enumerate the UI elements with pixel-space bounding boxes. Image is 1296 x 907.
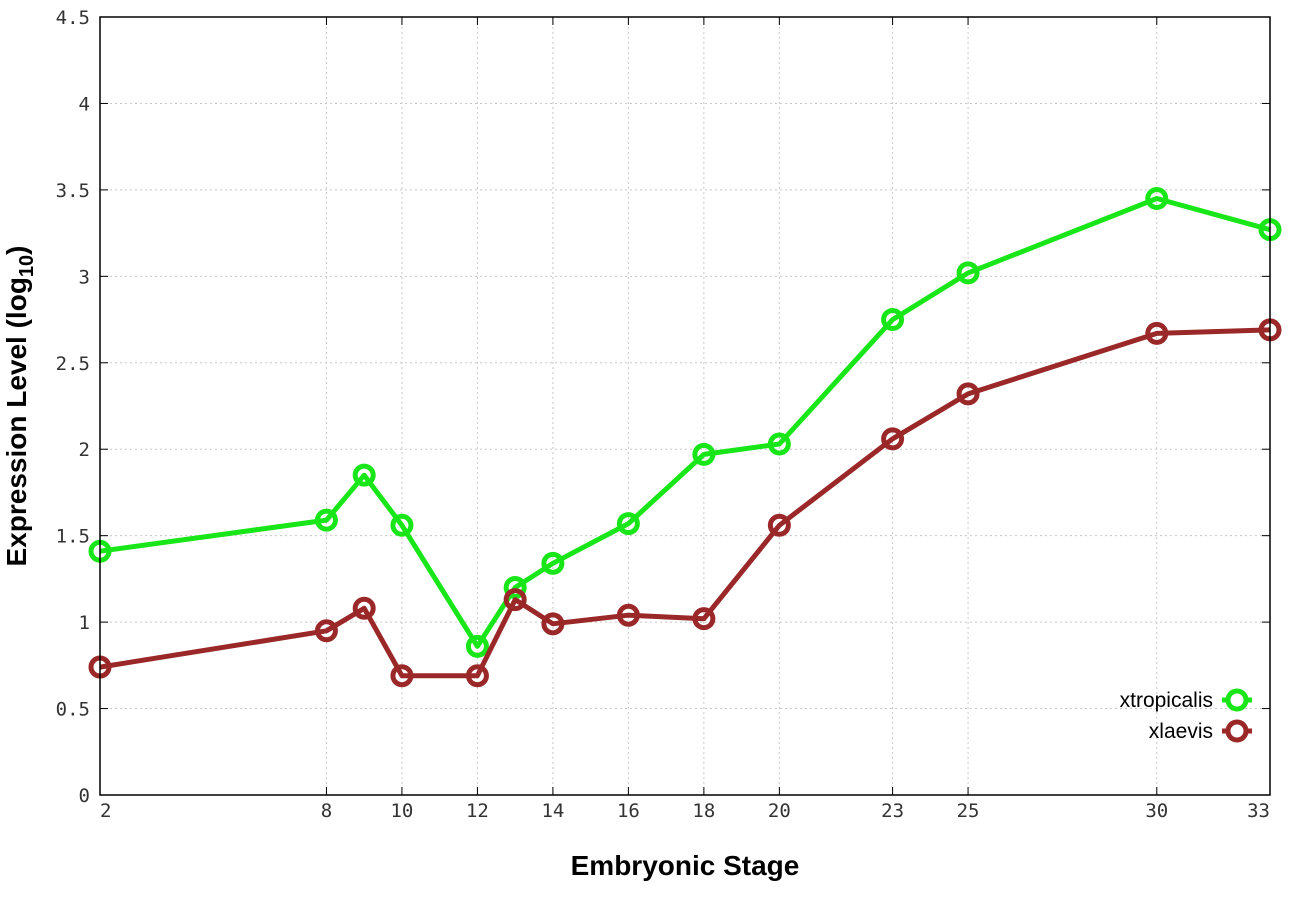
y-tick-label: 0.5: [56, 699, 90, 721]
data-point-xtropicalis: [390, 513, 414, 537]
data-point-xlaevis: [314, 619, 338, 643]
series-line-xtropicalis: [99, 196, 1271, 649]
x-tick-label: 30: [1145, 800, 1168, 822]
legend-marker-xlaevis: [1225, 719, 1249, 743]
y-tick-label: 4: [79, 93, 90, 115]
legend-label-xlaevis: xlaevis: [1149, 720, 1213, 743]
x-tick-label: 2: [100, 800, 111, 822]
x-tick-label: 33: [1247, 800, 1270, 822]
y-tick-label: 1: [79, 612, 90, 634]
x-tick-label: 10: [390, 800, 413, 822]
y-tick-label: 2.5: [56, 353, 90, 375]
data-point-xtropicalis: [616, 512, 640, 536]
y-tick-label: 4.5: [56, 7, 90, 29]
x-tick-label: 14: [541, 800, 564, 822]
y-axis-title-end: ): [1, 246, 32, 255]
data-point-xlaevis: [881, 427, 905, 451]
data-point-xtropicalis: [503, 576, 527, 600]
data-point-xlaevis: [352, 596, 376, 620]
data-point-xlaevis: [616, 603, 640, 627]
x-axis-title: Embryonic Stage: [571, 850, 800, 881]
data-point-xtropicalis: [465, 634, 489, 658]
legend-marker-xtropicalis: [1225, 688, 1249, 712]
y-axis-title-main: Expression Level (log: [1, 277, 32, 566]
data-point-xlaevis: [541, 612, 565, 636]
y-axis-title: Expression Level (log10): [1, 246, 38, 567]
data-point-xlaevis: [503, 588, 527, 612]
data-point-xtropicalis: [956, 261, 980, 285]
y-tick-label: 3.5: [56, 180, 90, 202]
data-point-xlaevis: [692, 607, 716, 631]
x-tick-label: 12: [466, 800, 489, 822]
y-axis-ticks: 0 0.5 1 1.5 2 2.5 3 3.5 4 4.5: [56, 7, 1270, 807]
data-point-xlaevis: [956, 382, 980, 406]
x-tick-label: 23: [881, 800, 904, 822]
series-line-xlaevis: [99, 327, 1271, 679]
legend-label-xtropicalis: xtropicalis: [1120, 689, 1213, 712]
data-point-xlaevis: [767, 513, 791, 537]
data-point-xtropicalis: [692, 442, 716, 466]
data-point-xtropicalis: [881, 308, 905, 332]
data-point-xtropicalis: [352, 463, 376, 487]
x-axis-ticks: 2 8 10 12 14 16 18 20 23 25 30 33: [99, 17, 1271, 822]
data-point-xtropicalis: [1145, 187, 1169, 211]
data-point-xtropicalis: [767, 432, 791, 456]
x-tick-label: 18: [692, 800, 715, 822]
data-point-xlaevis: [390, 664, 414, 688]
x-tick-label: 16: [617, 800, 640, 822]
y-tick-label: 3: [79, 266, 90, 288]
y-tick-label: 0: [79, 785, 90, 807]
y-axis-title-subscript: 10: [16, 255, 38, 277]
data-point-xlaevis: [1145, 321, 1169, 345]
y-tick-label: 2: [79, 439, 90, 461]
data-point-xtropicalis: [314, 508, 338, 532]
data-point-xtropicalis: [541, 551, 565, 575]
y-tick-label: 1.5: [56, 526, 90, 548]
plot-frame: [99, 16, 1271, 796]
series-layer: [88, 187, 1282, 688]
legend: xtropicalis xlaevis: [1120, 688, 1252, 743]
x-tick-label: 8: [321, 800, 332, 822]
x-tick-label: 25: [957, 800, 980, 822]
grid: [100, 17, 1270, 795]
x-tick-label: 20: [768, 800, 791, 822]
data-point-xlaevis: [465, 664, 489, 688]
